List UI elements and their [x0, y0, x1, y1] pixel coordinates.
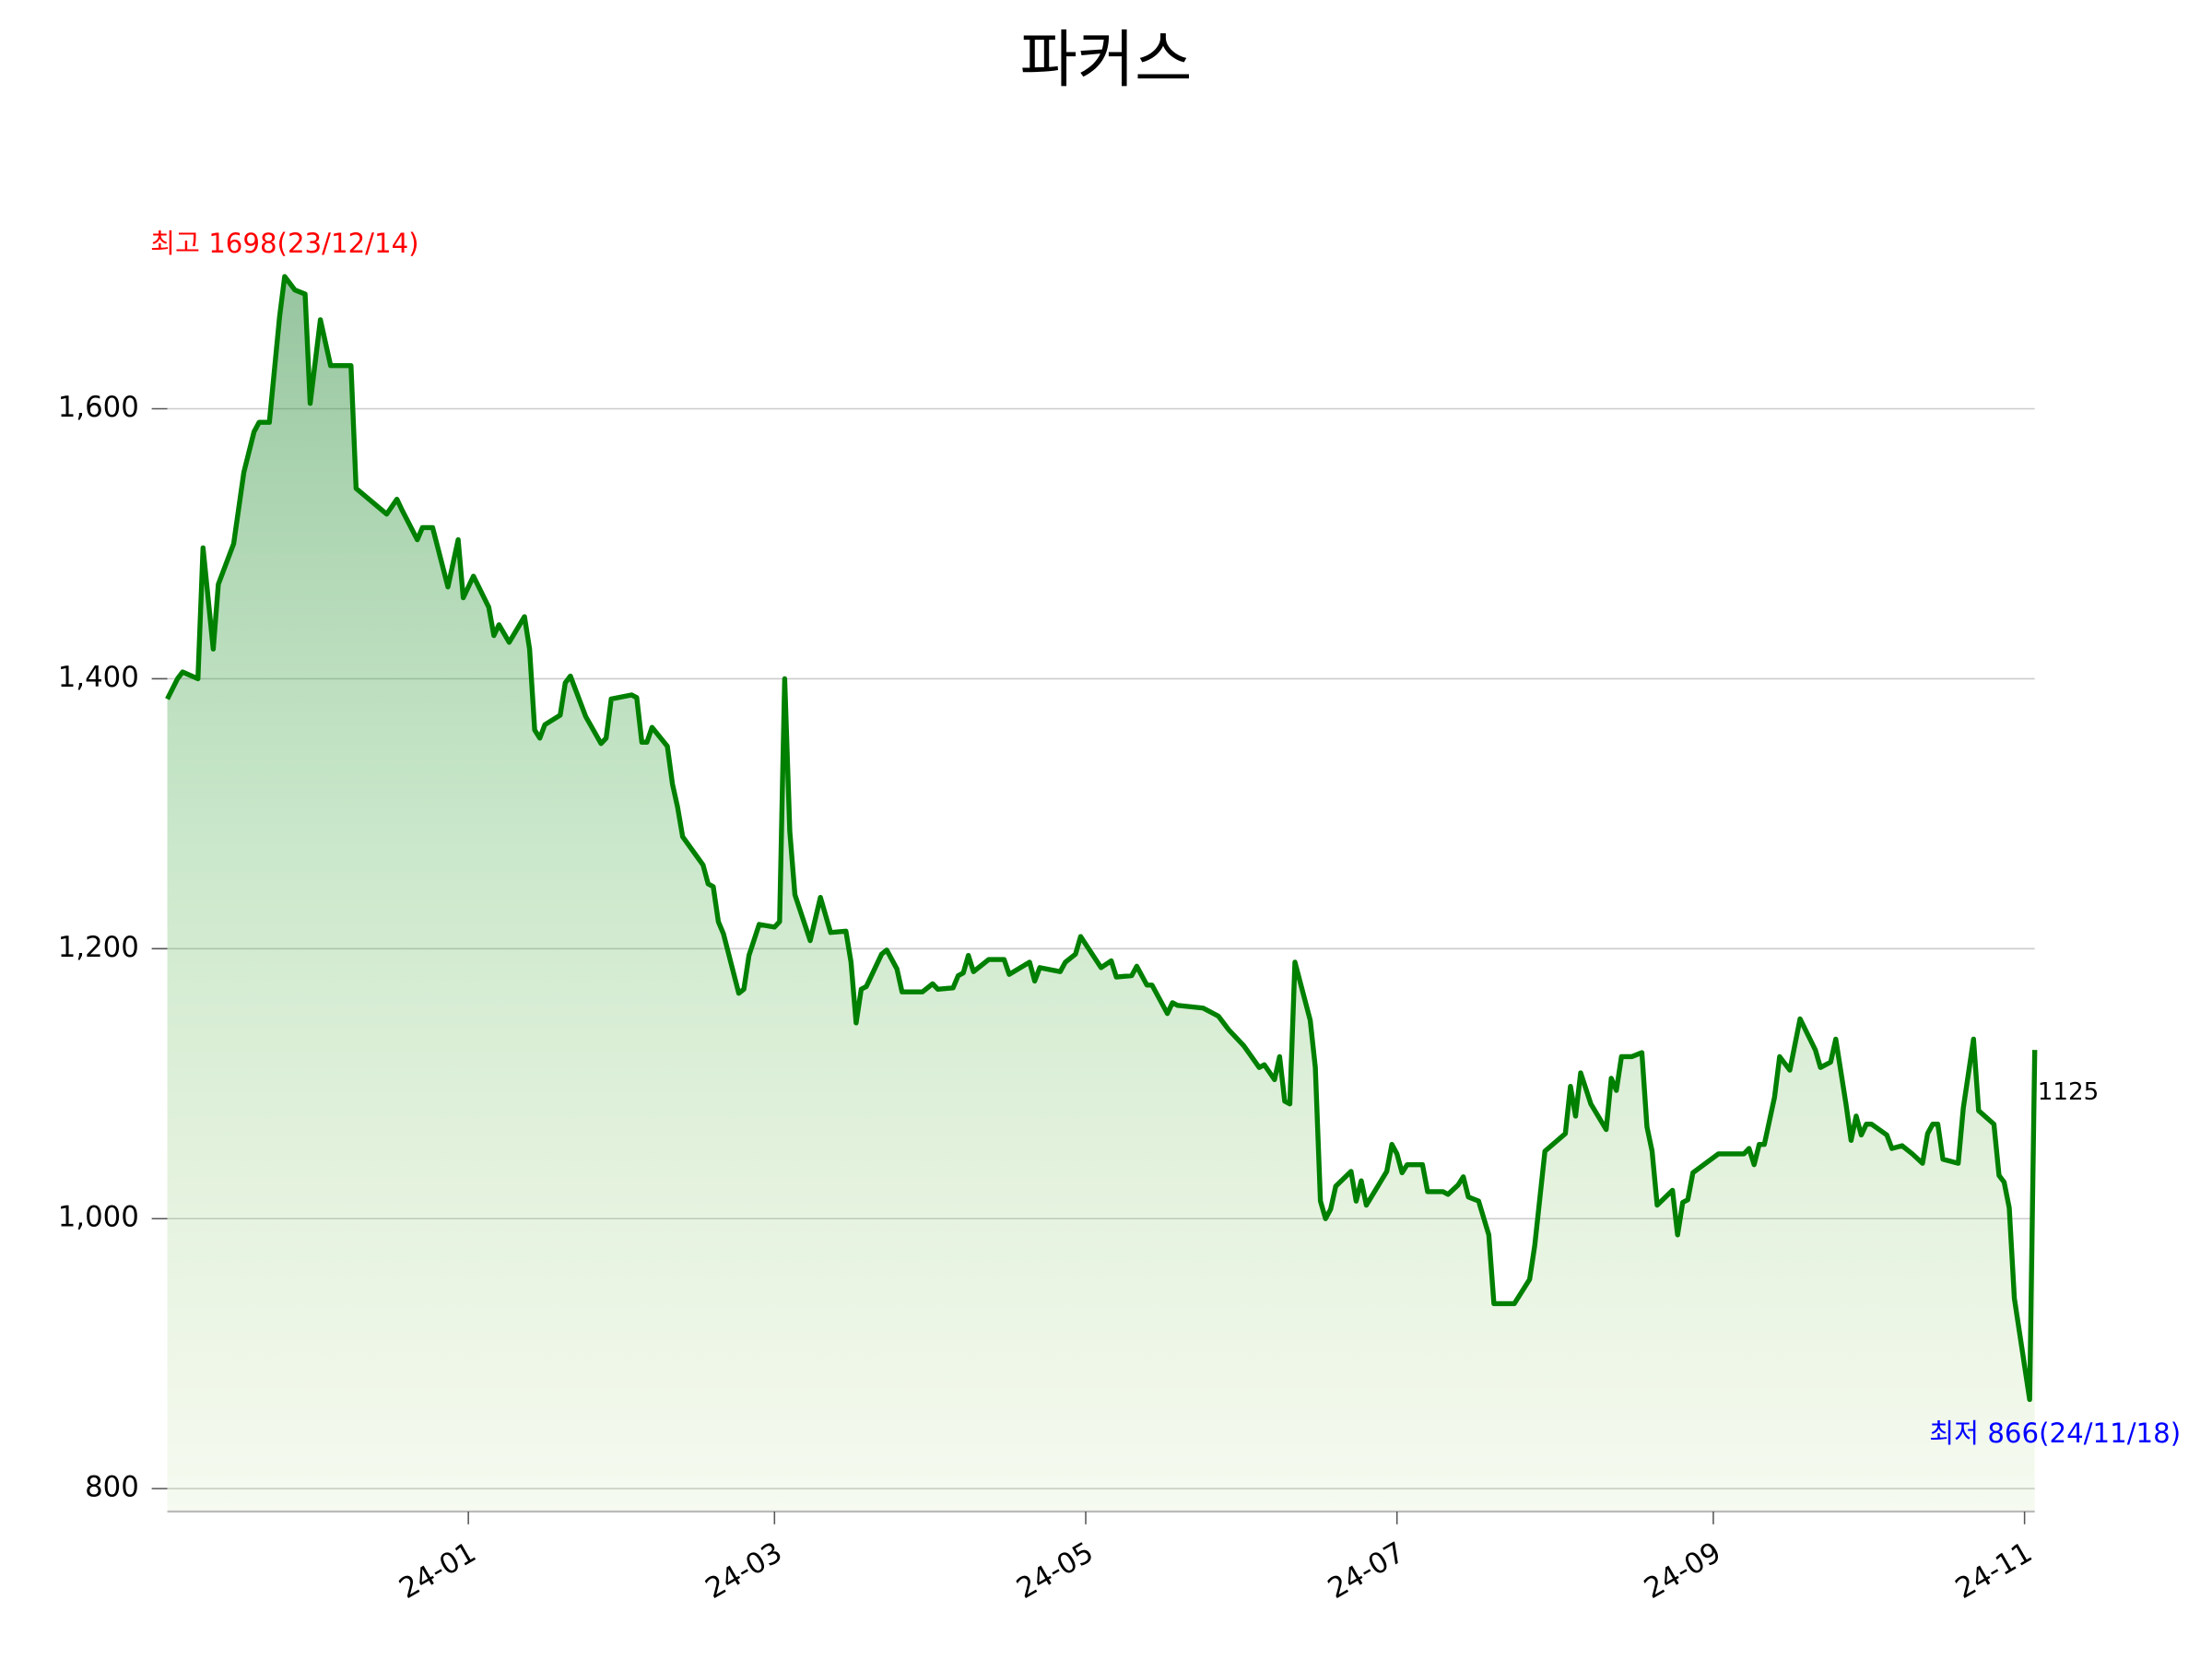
annotation: 최저 866(24/11/18) [1929, 1418, 2181, 1449]
y-tick-label: 1,000 [58, 1201, 139, 1234]
x-tick-label: 24-11 [1950, 1535, 2038, 1606]
x-tick-label: 24-01 [394, 1535, 481, 1606]
chart-title: 파커스 [1020, 23, 1193, 96]
x-tick-label: 24-05 [1011, 1535, 1099, 1606]
area-fill [167, 276, 2035, 1512]
price-line [165, 274, 2038, 1403]
x-tick-label: 24-03 [700, 1535, 787, 1606]
annotation: 1125 [2038, 1078, 2100, 1106]
y-tick-label: 800 [85, 1471, 139, 1504]
y-tick-label: 1,200 [58, 931, 139, 964]
y-tick-label: 1,400 [58, 661, 139, 694]
y-tick-label: 1,600 [58, 391, 139, 424]
annotation: 최고 1698(23/12/14) [150, 228, 418, 259]
x-tick-label: 24-09 [1639, 1535, 1726, 1606]
x-tick-label: 24-07 [1323, 1535, 1410, 1606]
